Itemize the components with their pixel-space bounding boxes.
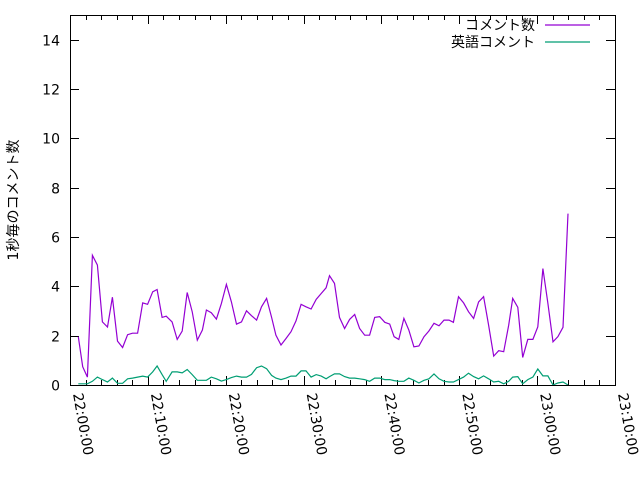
y-tick-label: 10: [42, 132, 60, 148]
legend-label: 英語コメント: [451, 34, 535, 51]
x-tick-label: 23:00:00: [536, 392, 563, 457]
y-tick-label: 8: [51, 182, 60, 198]
legend-label: コメント数: [465, 18, 535, 34]
y-tick-label: 0: [51, 379, 60, 395]
y-tick-label: 2: [51, 330, 60, 346]
x-tick-label: 22:00:00: [69, 392, 96, 457]
x-tick-label: 22:40:00: [380, 392, 407, 457]
x-tick-label: 22:10:00: [147, 392, 174, 457]
x-tick-label: 22:30:00: [303, 392, 330, 457]
plot-border: [70, 15, 616, 386]
x-tick-label: 22:20:00: [225, 392, 252, 457]
x-tick-label: 23:10:00: [614, 392, 640, 457]
y-tick-label: 6: [51, 231, 60, 247]
series-line-1: [78, 364, 569, 386]
y-tick-label: 4: [51, 280, 60, 296]
x-tick-label: 22:50:00: [458, 392, 485, 457]
y-tick-label: 12: [42, 83, 60, 99]
y-axis-label: 1秒毎のコメント数: [6, 140, 22, 261]
y-tick-label: 14: [42, 34, 60, 50]
series-line-0: [77, 213, 569, 378]
